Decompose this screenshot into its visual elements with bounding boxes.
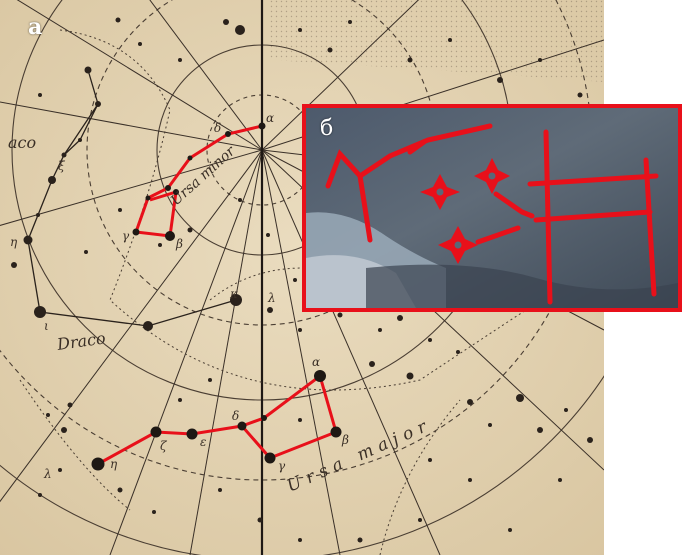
star-letter-delta-uma: δ [232,409,239,423]
star-letter-eta-uma: η [110,457,118,471]
star-letter-alpha-umi: α [266,111,274,125]
star-letter-kappa: κ [229,287,238,301]
star-letter-lambda: λ [267,291,276,305]
star-letter-alpha-uma: α [312,355,320,369]
star-letter-gamma-umi: γ [122,229,130,243]
star-letter-lambda-2: λ [43,467,52,481]
rock-carving [306,108,678,308]
star-letter-beta-umi: β [175,237,183,251]
star-letter-beta-uma: β [341,433,349,447]
star-letter-gamma-uma: γ [278,459,286,473]
draco-top-label: aco [8,133,36,152]
star-letter-delta-umi: δ [214,121,221,135]
panel-b-label: б [320,116,333,141]
star-letter-eta-dra: η [10,235,18,249]
panel-a-label: a [28,14,42,40]
star-letter-epsilon-uma: ε [200,435,206,449]
rock-carving-panel-b: б [302,104,682,312]
star-letter-iota: ι [44,319,49,333]
